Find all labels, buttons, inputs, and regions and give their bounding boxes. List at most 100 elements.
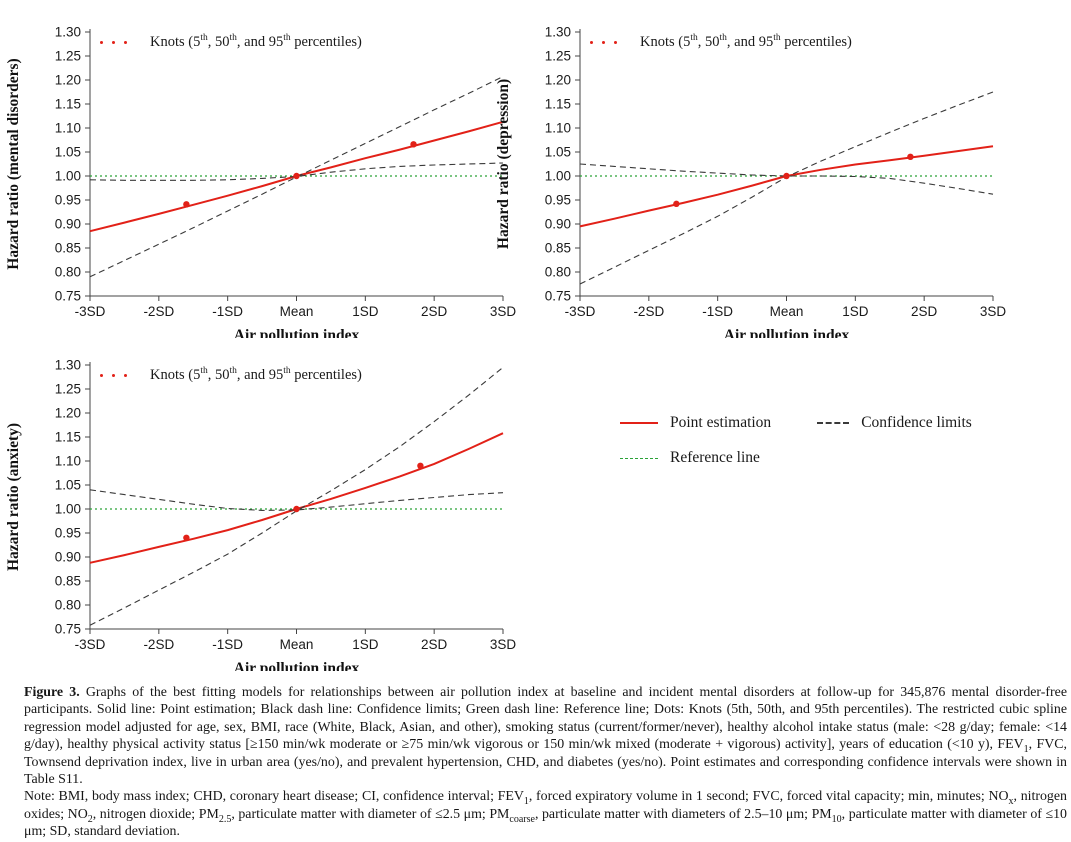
chart-svg-anxiety: 1.30 1.25 1.20 1.15 1.10 1.05 1.00 0.95 0.90 0.85…	[5, 358, 516, 678]
svg-text:2SD: 2SD	[421, 304, 448, 319]
svg-text:1.25: 1.25	[55, 382, 81, 397]
chart-mental-disorders: Knots (5th, 50th, and 95th percentiles) …	[2, 6, 535, 345]
svg-text:0.85: 0.85	[545, 241, 571, 256]
knots-legend: Knots (5th, 50th, and 95th percentiles)	[100, 33, 362, 51]
y-axis-ticks: 1.30 1.25 1.20 1.15 1.10 1.05 1.00 0.95 0.90 0.85…	[55, 25, 90, 304]
svg-text:Mean: Mean	[280, 637, 314, 652]
svg-text:-2SD: -2SD	[143, 637, 174, 652]
axes	[579, 29, 993, 297]
svg-text:1.10: 1.10	[545, 121, 571, 136]
series-point-estimation	[579, 145, 994, 228]
legend-row: Point estimation Confidence limits	[620, 414, 1060, 432]
reference-line-sample-icon	[620, 457, 658, 459]
svg-text:1SD: 1SD	[352, 304, 379, 319]
axes	[89, 29, 503, 297]
svg-text:1.00: 1.00	[55, 502, 81, 517]
confidence-limits-line-sample-icon	[817, 422, 850, 424]
svg-text:-1SD: -1SD	[212, 637, 243, 652]
x-axis-ticks: -3SD -2SD -1SD Mean 1SD 2SD 3SD	[75, 296, 517, 319]
svg-text:1.20: 1.20	[55, 73, 81, 88]
knots-legend-dots	[100, 374, 136, 377]
y-axis-ticks: 1.30 1.25 1.20 1.15 1.10 1.05 1.00 0.95 0.90 0.85…	[545, 25, 580, 304]
x-axis-label: Air pollution index	[724, 327, 850, 338]
svg-text:3SD: 3SD	[980, 304, 1007, 319]
svg-text:1.00: 1.00	[55, 169, 81, 184]
svg-text:1.30: 1.30	[55, 358, 81, 373]
svg-text:0.80: 0.80	[55, 265, 81, 280]
x-axis-label: Air pollution index	[234, 327, 360, 338]
knots-legend-label: Knots (5th, 50th, and 95th percentiles)	[150, 33, 362, 50]
note-text: Note: BMI, body mass index; CHD, coronar…	[24, 789, 1067, 840]
svg-text:1.10: 1.10	[55, 454, 81, 469]
svg-text:1.15: 1.15	[545, 97, 571, 112]
axes	[89, 362, 503, 630]
svg-text:0.85: 0.85	[55, 574, 81, 589]
svg-text:Mean: Mean	[770, 304, 804, 319]
note-paragraph: Note: BMI, body mass index; CHD, coronar…	[24, 788, 1067, 840]
x-axis-ticks: -3SD -2SD -1SD Mean 1SD 2SD 3SD	[75, 629, 516, 652]
svg-text:-1SD: -1SD	[702, 304, 733, 319]
svg-text:0.85: 0.85	[55, 241, 81, 256]
y-axis-label: Hazard ratio (depression)	[495, 79, 512, 249]
svg-text:1SD: 1SD	[352, 637, 379, 652]
svg-text:0.90: 0.90	[55, 550, 81, 565]
knots-legend: Knots (5th, 50th, and 95th percentiles)	[590, 33, 852, 51]
svg-text:-2SD: -2SD	[633, 304, 664, 319]
svg-text:-1SD: -1SD	[212, 304, 243, 319]
svg-text:0.75: 0.75	[55, 622, 81, 637]
chart-svg-mental-disorders: 1.30 1.25 1.20 1.15 1.10 1.05 1.00 0.95 0.90 0.85…	[5, 25, 517, 345]
svg-text:2SD: 2SD	[911, 304, 938, 319]
figure-legend: Point estimation Confidence limits Refer…	[620, 414, 1060, 484]
svg-text:0.95: 0.95	[55, 193, 81, 208]
svg-text:1.00: 1.00	[545, 169, 571, 184]
series-confidence-limit-flat-	[89, 162, 504, 181]
figure-caption: Figure 3. Graphs of the best fitting mod…	[24, 684, 1067, 841]
knots-legend: Knots (5th, 50th, and 95th percentiles)	[100, 366, 362, 384]
knots-legend-dots	[590, 41, 626, 44]
svg-text:1.15: 1.15	[55, 430, 81, 445]
svg-text:1.15: 1.15	[55, 97, 81, 112]
legend-label: Confidence limits	[861, 414, 972, 431]
chart-depression: Knots (5th, 50th, and 95th percentiles) …	[492, 6, 1025, 345]
chart-anxiety: Knots (5th, 50th, and 95th percentiles) …	[2, 339, 535, 678]
series-confidence-limit-steep-	[89, 366, 504, 626]
svg-text:-3SD: -3SD	[75, 637, 106, 652]
svg-text:1SD: 1SD	[842, 304, 869, 319]
svg-text:1.25: 1.25	[55, 49, 81, 64]
series-confidence-limit-steep-	[579, 91, 994, 285]
legend-row: Reference line	[620, 449, 1060, 467]
y-axis-label: Hazard ratio (anxiety)	[5, 423, 22, 571]
knot-dots	[673, 153, 914, 208]
svg-text:1.30: 1.30	[55, 25, 81, 40]
svg-text:-3SD: -3SD	[75, 304, 106, 319]
svg-text:1.30: 1.30	[545, 25, 571, 40]
svg-text:1.05: 1.05	[55, 478, 81, 493]
svg-text:Mean: Mean	[280, 304, 314, 319]
svg-text:1.20: 1.20	[545, 73, 571, 88]
caption-paragraph: Figure 3. Graphs of the best fitting mod…	[24, 684, 1067, 788]
svg-text:0.80: 0.80	[545, 265, 571, 280]
x-axis-label: Air pollution index	[234, 660, 360, 671]
svg-text:0.90: 0.90	[545, 217, 571, 232]
svg-text:1.20: 1.20	[55, 406, 81, 421]
svg-text:-2SD: -2SD	[143, 304, 174, 319]
series-confidence-limit-flat-	[579, 163, 994, 195]
svg-text:0.90: 0.90	[55, 217, 81, 232]
svg-text:3SD: 3SD	[490, 304, 517, 319]
caption-text: Graphs of the best fitting models for re…	[24, 685, 1067, 788]
legend-item-reference-line: Reference line	[620, 449, 760, 467]
legend-item-point-estimation: Point estimation	[620, 414, 771, 432]
svg-text:1.25: 1.25	[545, 49, 571, 64]
chart-svg-depression: 1.30 1.25 1.20 1.15 1.10 1.05 1.00 0.95 0.90 0.85…	[495, 25, 1007, 345]
svg-text:0.95: 0.95	[55, 526, 81, 541]
svg-text:0.75: 0.75	[545, 289, 571, 304]
legend-item-confidence-limits: Confidence limits	[817, 414, 972, 432]
svg-text:1.10: 1.10	[55, 121, 81, 136]
svg-text:-3SD: -3SD	[565, 304, 596, 319]
svg-text:0.95: 0.95	[545, 193, 571, 208]
y-axis-ticks: 1.30 1.25 1.20 1.15 1.10 1.05 1.00 0.95 0.90 0.85…	[55, 358, 90, 637]
svg-text:0.80: 0.80	[55, 598, 81, 613]
knots-legend-label: Knots (5th, 50th, and 95th percentiles)	[150, 366, 362, 383]
svg-text:1.05: 1.05	[55, 145, 81, 160]
